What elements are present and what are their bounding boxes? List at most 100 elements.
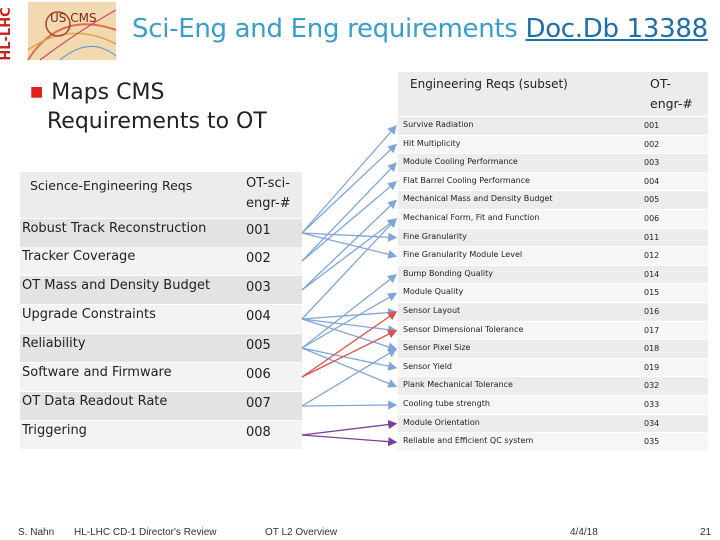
right-row-code: 006 bbox=[644, 214, 660, 223]
left-header-code-1: OT-sci- bbox=[246, 176, 290, 191]
left-row-name: Tracker Coverage bbox=[22, 249, 136, 264]
footer-talk: OT L2 Overview bbox=[265, 527, 338, 538]
mapping-arrow bbox=[301, 274, 398, 349]
bullet-text: ■ Maps CMS Requirements to OT bbox=[30, 80, 267, 134]
right-table-row bbox=[398, 228, 708, 247]
right-table-row bbox=[398, 396, 708, 414]
right-row-name: Sensor Layout bbox=[403, 306, 461, 315]
right-table-row bbox=[398, 377, 708, 395]
mapping-arrow bbox=[301, 143, 397, 234]
left-table-row bbox=[20, 219, 302, 247]
right-row-name: Sensor Pixel Size bbox=[403, 343, 471, 353]
right-row-name: Fine Granularity Module Level bbox=[403, 250, 523, 260]
svg-text:US CMS: US CMS bbox=[50, 11, 97, 25]
left-row-code: 007 bbox=[246, 396, 271, 411]
mapping-arrow bbox=[301, 308, 398, 320]
mapping-arrow bbox=[301, 311, 398, 378]
right-table-row bbox=[398, 321, 708, 340]
mapping-arrow bbox=[301, 125, 397, 234]
right-table-row bbox=[398, 358, 708, 377]
right-row-code: 001 bbox=[644, 121, 660, 130]
left-row-code: 001 bbox=[246, 223, 271, 238]
right-table-row bbox=[398, 210, 708, 228]
right-table-row bbox=[398, 172, 708, 191]
left-table-row bbox=[20, 363, 302, 391]
right-row-code: 018 bbox=[644, 344, 660, 354]
right-table-row bbox=[398, 135, 708, 154]
right-row-code: 032 bbox=[644, 381, 660, 391]
left-row-name: Software and Firmware bbox=[22, 365, 172, 380]
docdb-link[interactable]: Doc.Db 13388 bbox=[525, 14, 708, 44]
hl-lhc-logo: HL-LHC US CMS bbox=[0, 0, 118, 64]
right-row-name: Cooling tube strength bbox=[403, 399, 490, 408]
right-row-name: Sensor Dimensional Tolerance bbox=[403, 324, 524, 334]
left-row-name: OT Mass and Density Budget bbox=[22, 278, 211, 293]
right-row-name: Sensor Yield bbox=[403, 361, 453, 371]
left-row-name: Reliability bbox=[22, 336, 86, 351]
left-table-row bbox=[20, 305, 302, 333]
right-row-name: Survive Radiation bbox=[403, 120, 474, 129]
right-table-row bbox=[398, 433, 708, 451]
footer-date: 4/4/18 bbox=[570, 527, 598, 538]
left-row-code: 002 bbox=[246, 251, 271, 266]
mapping-arrow bbox=[301, 199, 397, 291]
right-row-code: 015 bbox=[644, 288, 660, 298]
left-table-header bbox=[20, 172, 302, 218]
right-row-code: 002 bbox=[644, 139, 660, 149]
left-header-name: Science-Engineering Reqs bbox=[30, 178, 193, 193]
right-row-code: 011 bbox=[644, 232, 660, 242]
svg-text:HL-LHC: HL-LHC bbox=[0, 7, 14, 60]
right-header-code-1: OT- bbox=[650, 76, 671, 91]
mapping-arrow bbox=[301, 180, 397, 262]
right-row-name: Flat Barrel Cooling Performance bbox=[403, 175, 530, 185]
right-table-row bbox=[398, 303, 708, 321]
right-row-name: Module Quality bbox=[403, 287, 464, 297]
left-row-code: 003 bbox=[246, 280, 271, 295]
right-row-name: Module Cooling Performance bbox=[403, 157, 518, 167]
footer-event: HL-LHC CD-1 Director's Review bbox=[74, 527, 217, 538]
mapping-arrow bbox=[301, 347, 398, 388]
left-row-name: Robust Track Reconstruction bbox=[22, 221, 207, 236]
right-row-name: Mechanical Mass and Density Budget bbox=[403, 194, 553, 204]
right-row-code: 012 bbox=[644, 251, 660, 261]
left-table-row bbox=[20, 247, 302, 275]
mapping-arrow bbox=[301, 347, 398, 371]
right-row-code: 005 bbox=[644, 195, 660, 205]
right-row-code: 016 bbox=[644, 307, 660, 316]
right-row-name: Bump Bonding Quality bbox=[403, 268, 494, 278]
mapping-arrow bbox=[301, 292, 398, 349]
bullet-square-icon: ■ bbox=[30, 84, 44, 100]
left-row-code: 005 bbox=[246, 338, 271, 353]
right-row-name: Fine Granularity bbox=[403, 231, 467, 241]
right-row-code: 004 bbox=[644, 176, 660, 186]
mapping-arrow bbox=[301, 400, 398, 410]
mapping-arrow bbox=[301, 434, 398, 447]
mapping-arrow bbox=[301, 318, 398, 335]
right-header-name: Engineering Reqs (subset) bbox=[410, 77, 568, 91]
right-table-row bbox=[398, 414, 708, 433]
right-row-code: 035 bbox=[644, 437, 660, 447]
footer-page-number: 21 bbox=[700, 527, 712, 538]
left-row-code: 008 bbox=[246, 425, 271, 440]
right-table-row bbox=[398, 284, 708, 302]
left-row-code: 004 bbox=[246, 309, 271, 324]
left-header-code-2: engr-# bbox=[246, 196, 291, 211]
left-row-name: Upgrade Constraints bbox=[22, 307, 156, 322]
right-row-code: 034 bbox=[644, 418, 660, 428]
mapping-arrow bbox=[301, 348, 398, 407]
right-row-code: 019 bbox=[644, 362, 660, 372]
right-table-row bbox=[398, 265, 708, 284]
right-header-code-2: engr-# bbox=[650, 96, 693, 111]
right-row-name: Reliable and Efficient QC system bbox=[403, 436, 534, 446]
mapping-arrow bbox=[301, 218, 397, 320]
right-table-header bbox=[398, 72, 708, 116]
left-row-name: Triggering bbox=[22, 423, 87, 438]
right-row-name: Module Orientation bbox=[403, 417, 480, 427]
left-row-name: OT Data Readout Rate bbox=[22, 394, 168, 409]
right-table-row bbox=[398, 117, 708, 135]
footer-author: S. Nahn bbox=[18, 527, 55, 538]
right-row-name: Mechanical Form, Fit and Function bbox=[403, 213, 540, 222]
mapping-arrow bbox=[301, 420, 398, 436]
mapping-arrow bbox=[301, 218, 398, 291]
